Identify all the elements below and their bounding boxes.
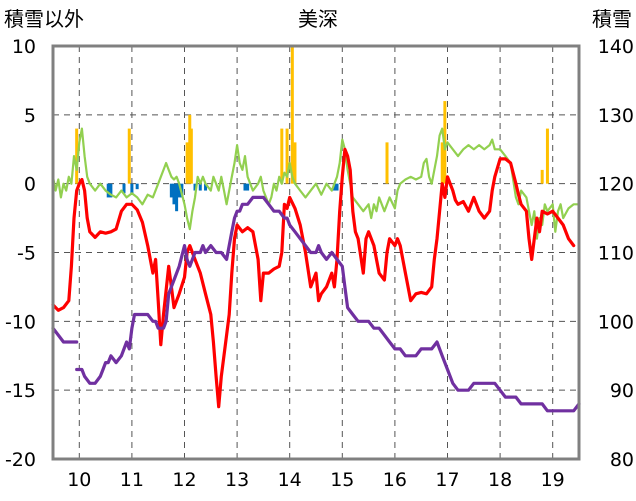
bar-positive — [385, 142, 389, 184]
x-tick-label: 14 — [278, 469, 302, 491]
right-tick-label: 120 — [598, 174, 634, 196]
bar-negative — [172, 183, 176, 205]
bar-positive — [189, 128, 193, 184]
left-tick-label: 0 — [24, 174, 36, 196]
x-tick-label: 18 — [488, 469, 512, 491]
right-axis-ticks: 140 130 120 110 100 90 80 — [598, 36, 634, 471]
bar-negative — [243, 183, 247, 191]
chart-title: 美深 — [298, 7, 338, 31]
left-tick-label: 10 — [12, 36, 36, 58]
right-tick-label: 90 — [610, 380, 634, 402]
x-tick-label: 17 — [435, 469, 459, 491]
right-tick-label: 130 — [598, 105, 634, 127]
bar-negative — [193, 183, 197, 191]
bar-negative — [198, 183, 202, 191]
right-axis-label: 積雪 — [592, 7, 632, 31]
bar-positive — [545, 128, 549, 184]
series-line — [51, 127, 581, 240]
x-tick-label: 11 — [120, 469, 144, 491]
series-line — [51, 195, 581, 413]
bar-negative — [135, 183, 139, 190]
bar-negative — [177, 183, 181, 198]
right-tick-label: 80 — [610, 449, 634, 471]
bar-negative — [106, 183, 110, 198]
x-tick-label: 12 — [172, 469, 196, 491]
series-line — [51, 147, 576, 409]
x-axis-ticks: 10 11 12 13 14 15 16 17 18 19 — [67, 469, 565, 491]
left-tick-label: -15 — [5, 380, 36, 402]
bar-positive — [185, 142, 189, 184]
plot-frame — [51, 44, 581, 461]
left-axis-ticks: 10 5 0 -5 -10 -15 -20 — [5, 36, 36, 471]
bar-negative — [204, 183, 208, 191]
bar-positive — [285, 128, 289, 184]
x-tick-label: 10 — [67, 469, 91, 491]
x-tick-label: 15 — [330, 469, 354, 491]
x-tick-label: 13 — [225, 469, 249, 491]
bar-negative — [175, 183, 179, 212]
bar-negative — [335, 183, 339, 191]
x-tick-label: 16 — [383, 469, 407, 491]
bar-positive — [440, 142, 444, 184]
bar-positive — [188, 114, 192, 184]
bar-negative — [169, 183, 173, 198]
bar-negative — [122, 183, 126, 194]
right-tick-label: 140 — [598, 36, 634, 58]
bar-positive — [290, 46, 294, 184]
bar-positive — [293, 142, 297, 184]
bar-positive — [127, 128, 131, 184]
left-tick-label: 5 — [24, 105, 36, 127]
line-series — [51, 127, 581, 413]
bar-negative — [246, 183, 250, 191]
left-axis-label: 積雪以外 — [4, 7, 84, 31]
left-tick-label: -5 — [17, 243, 36, 265]
right-tick-label: 110 — [598, 243, 634, 265]
left-tick-label: -10 — [5, 311, 36, 333]
left-tick-label: -20 — [5, 449, 36, 471]
bar-negative — [130, 183, 134, 194]
x-tick-label: 19 — [541, 469, 565, 491]
bar-negative — [332, 183, 336, 191]
bar-negative — [109, 183, 113, 198]
bar-positive — [280, 128, 284, 184]
right-tick-label: 100 — [598, 311, 634, 333]
bar-positive — [540, 169, 544, 184]
bar-positive — [75, 128, 79, 184]
